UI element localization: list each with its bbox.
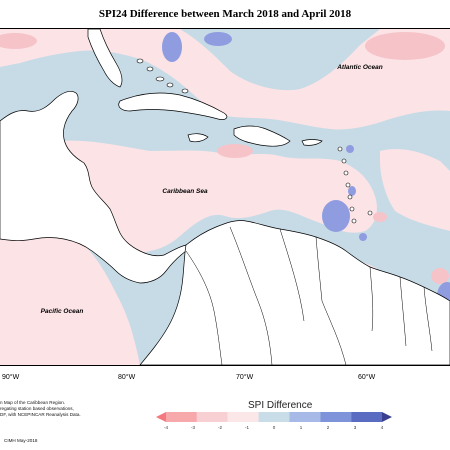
map-svg: Atlantic Ocean Caribbean Sea Pacific Oce… [0,29,450,365]
legend-swatch [351,412,382,422]
legend-tick-label: 1 [299,425,303,430]
legend-swatch [258,412,290,422]
lon-label-80w: 80°W [118,374,136,381]
country-borders [185,226,433,365]
legend-tick-label: -3 [190,425,195,430]
map-title: SPI24 Difference between March 2018 and … [98,8,352,20]
anomaly-dry-medium-patches [0,32,449,284]
legend-tick-label: 4 [380,425,384,430]
lon-label-90w: 90°W [2,374,20,381]
legend-tick-label: 3 [353,425,357,430]
lon-label-60w: 60°W [358,374,376,381]
legend-title: SPI Difference [248,400,313,411]
map-panel: Atlantic Ocean Caribbean Sea Pacific Oce… [0,28,450,366]
credit-line-1: n Map of the Caribbean Region. [0,400,66,405]
label-caribbean-sea: Caribbean Sea [162,188,208,195]
legend-swatch [196,412,228,422]
small-islands [136,58,373,224]
legend-swatch [227,412,259,422]
credit-line-3: DF, with NCEPINCAR Reanalysis Data. [0,412,81,417]
legend-tick-label: -2 [217,425,222,430]
legend-colorbar [156,412,392,422]
credit-line-2: regating station based observations, [0,406,74,411]
label-pacific-ocean: Pacific Ocean [41,308,84,315]
legend-tick-label: 0 [272,425,276,430]
land-masses [0,29,450,365]
credit-footer: CIMH May-2018 [4,438,38,443]
legend-swatch [289,412,321,422]
lon-label-70w: 70°W [236,374,254,381]
label-atlantic-ocean: Atlantic Ocean [336,64,383,71]
legend-arrow-left [156,412,166,422]
legend-tick-label: 2 [326,425,330,430]
legend-swatch [166,412,197,422]
legend-tick-label: -4 [163,425,168,430]
legend-tick-label: -1 [244,425,249,430]
legend-swatch [320,412,352,422]
legend-arrow-right [382,412,392,422]
